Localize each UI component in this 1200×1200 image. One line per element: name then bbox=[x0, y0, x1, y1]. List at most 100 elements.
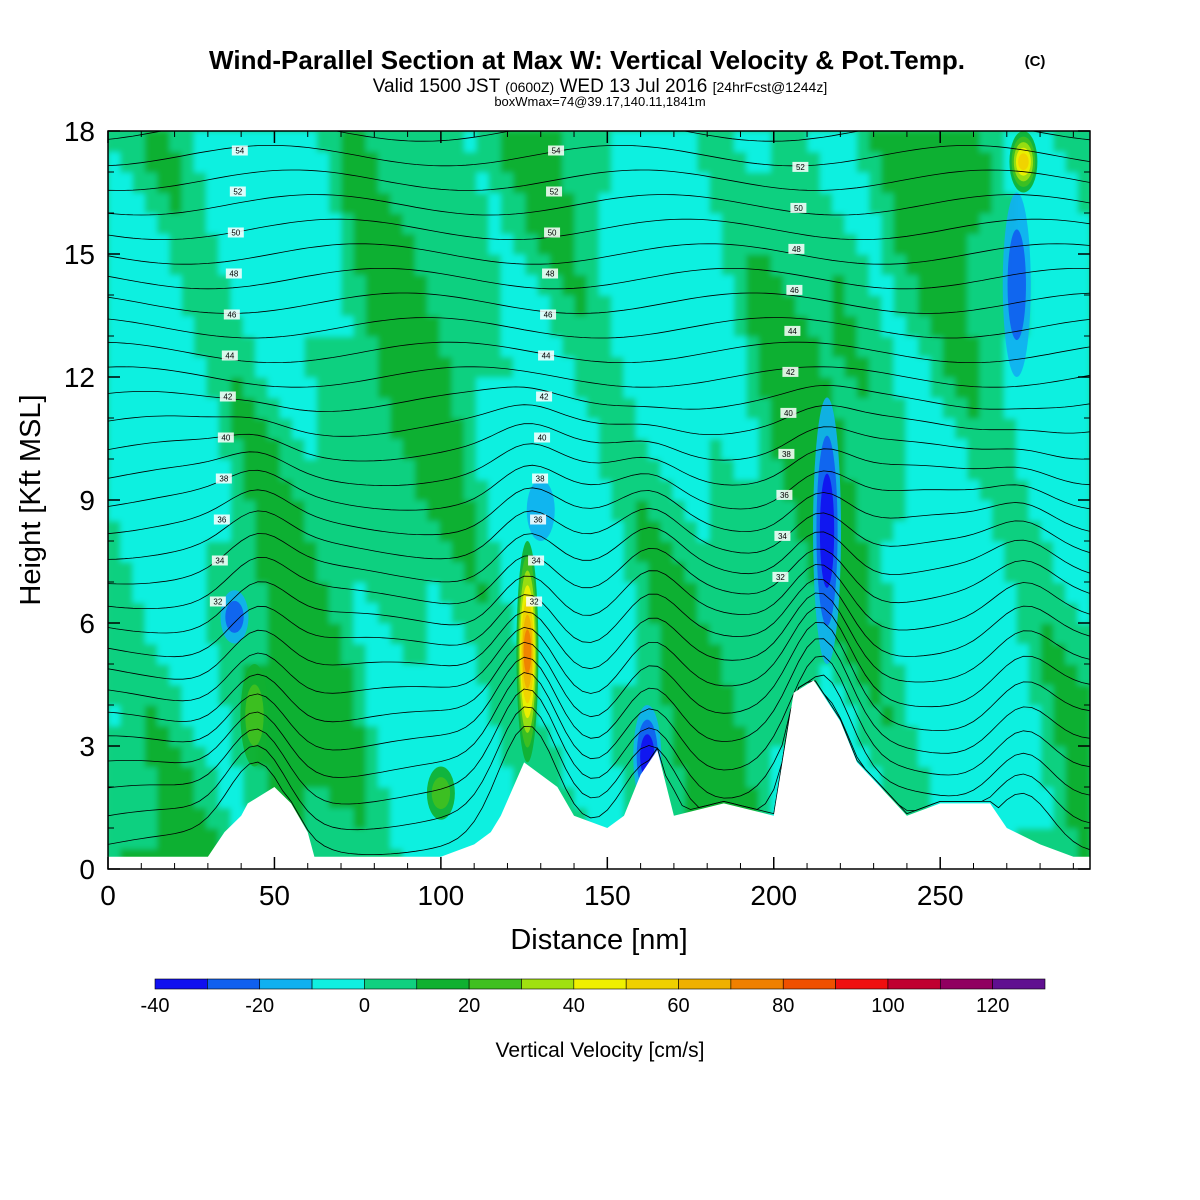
w-field-cell bbox=[476, 192, 490, 214]
w-field-cell bbox=[660, 274, 674, 296]
w-field-cell bbox=[795, 254, 809, 276]
w-field-cell bbox=[721, 541, 735, 563]
w-field-cell bbox=[783, 377, 796, 399]
w-field-cell bbox=[721, 377, 735, 399]
w-field-cell bbox=[132, 520, 146, 542]
w-field-cell bbox=[869, 623, 882, 645]
w-field-cell bbox=[586, 582, 600, 604]
w-field-cell bbox=[574, 643, 588, 665]
w-field-cell bbox=[635, 172, 649, 194]
theta-contour-line bbox=[108, 218, 1090, 240]
w-field-cell bbox=[869, 705, 882, 727]
w-field-cell bbox=[856, 315, 870, 337]
w-field-cell bbox=[427, 459, 441, 481]
w-field-cell bbox=[316, 151, 330, 173]
w-field-cell bbox=[390, 787, 404, 809]
w-field-cell bbox=[599, 295, 612, 317]
w-field-cell bbox=[758, 541, 772, 563]
w-field-cell bbox=[586, 520, 600, 542]
theta-contour-line bbox=[108, 680, 1090, 831]
w-field-cell bbox=[120, 438, 134, 460]
w-field-cell bbox=[169, 438, 183, 460]
w-field-cell bbox=[562, 356, 576, 378]
w-field-cell bbox=[513, 172, 526, 194]
w-field-cell bbox=[574, 131, 588, 153]
w-field-cell bbox=[341, 807, 355, 829]
w-field-cell bbox=[905, 746, 919, 768]
w-field-cell bbox=[451, 705, 465, 727]
w-field-cell bbox=[832, 315, 846, 337]
w-field-cell bbox=[1065, 746, 1079, 768]
w-field-cell bbox=[954, 623, 968, 645]
w-field-cell bbox=[1040, 541, 1054, 563]
w-field-cell bbox=[157, 151, 170, 173]
w-field-cell bbox=[132, 725, 146, 747]
w-field-cell bbox=[586, 192, 600, 214]
w-field-cell bbox=[341, 479, 355, 501]
w-field-cell bbox=[856, 192, 870, 214]
w-field-cell bbox=[574, 479, 588, 501]
w-field-cell bbox=[1040, 828, 1054, 850]
w-field-cell bbox=[869, 377, 882, 399]
w-field-cell bbox=[684, 131, 698, 153]
w-field-cell bbox=[709, 725, 723, 747]
w-field-cell bbox=[304, 787, 318, 809]
w-field-cell bbox=[157, 500, 170, 522]
w-field-cell bbox=[144, 787, 158, 809]
w-field-cell bbox=[930, 438, 944, 460]
w-field-cell bbox=[255, 520, 269, 542]
w-field-cell bbox=[390, 684, 404, 706]
w-field-cell bbox=[108, 684, 121, 706]
w-field-cell bbox=[905, 684, 919, 706]
w-field-cell bbox=[414, 438, 428, 460]
w-field-cell bbox=[721, 418, 735, 440]
w-field-cell bbox=[427, 438, 441, 460]
w-field-cell bbox=[734, 766, 747, 788]
w-field-cell bbox=[1004, 766, 1017, 788]
w-field-cell bbox=[967, 725, 981, 747]
w-field-cell bbox=[734, 787, 747, 809]
w-field-cell bbox=[157, 807, 170, 829]
w-field-cell bbox=[304, 131, 318, 153]
w-field-cell bbox=[157, 541, 170, 563]
w-field-cell bbox=[881, 336, 895, 358]
w-field-cell bbox=[120, 151, 134, 173]
w-field-cell bbox=[1077, 131, 1090, 153]
w-field-cell bbox=[549, 459, 563, 481]
w-field-cell bbox=[709, 151, 723, 173]
w-field-cell bbox=[905, 151, 919, 173]
w-field-cell bbox=[328, 705, 342, 727]
w-field-cell bbox=[1040, 274, 1054, 296]
theta-label: 42 bbox=[223, 393, 232, 402]
w-field-cell bbox=[390, 254, 404, 276]
w-field-cell bbox=[120, 520, 134, 542]
w-field-cell bbox=[365, 254, 379, 276]
w-field-cell bbox=[353, 664, 367, 686]
w-field-cell bbox=[316, 172, 330, 194]
w-field-cell bbox=[267, 377, 281, 399]
w-field-cell bbox=[1028, 254, 1042, 276]
w-field-cell bbox=[157, 336, 170, 358]
w-field-cell bbox=[734, 520, 747, 542]
w-field-cell bbox=[819, 192, 833, 214]
w-field-cell bbox=[206, 766, 220, 788]
w-field-cell bbox=[193, 828, 207, 850]
w-field-cell bbox=[414, 766, 428, 788]
w-field-cell bbox=[378, 295, 391, 317]
w-field-cell bbox=[1040, 705, 1054, 727]
w-field-cell bbox=[967, 151, 981, 173]
w-field-cell bbox=[353, 705, 367, 727]
w-field-cell bbox=[734, 705, 747, 727]
theta-label-box bbox=[784, 325, 801, 336]
w-field-cell bbox=[942, 274, 956, 296]
w-field-cell bbox=[451, 479, 465, 501]
w-field-cell bbox=[304, 233, 318, 255]
w-field-cell bbox=[304, 438, 318, 460]
w-field-cell bbox=[586, 315, 600, 337]
w-field-cell bbox=[218, 807, 232, 829]
w-field-cell bbox=[954, 766, 968, 788]
w-field-cell bbox=[684, 684, 698, 706]
w-field-cell bbox=[439, 213, 453, 235]
w-field-cell bbox=[255, 623, 269, 645]
w-field-cell bbox=[1065, 602, 1079, 624]
